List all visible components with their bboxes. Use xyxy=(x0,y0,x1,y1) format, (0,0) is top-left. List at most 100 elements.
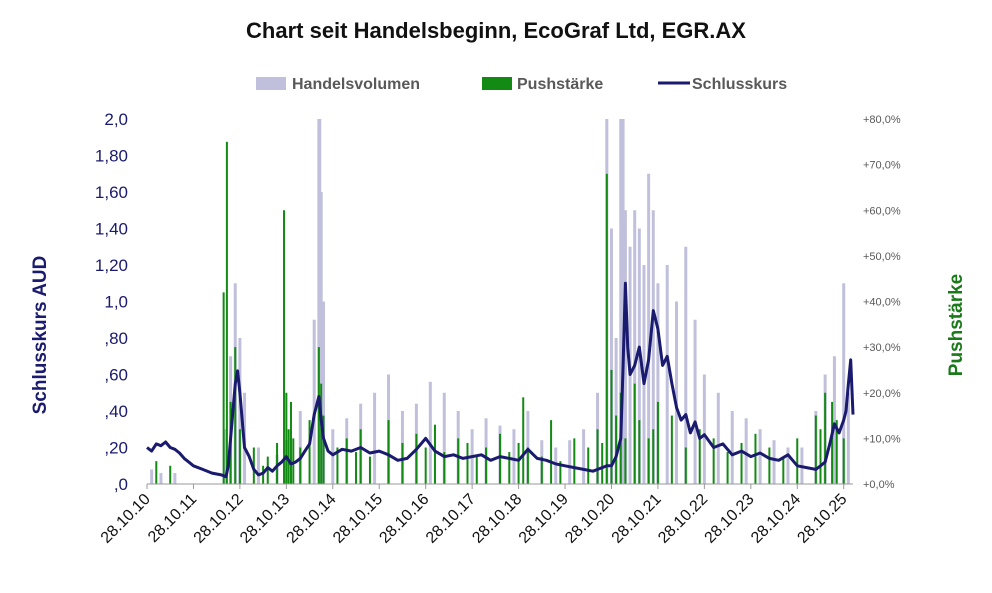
volume-bar xyxy=(609,228,613,484)
push-bar xyxy=(424,447,427,484)
push-bar xyxy=(768,447,771,484)
y-tick-label-left: 1,20 xyxy=(95,256,128,275)
legend-label-handelsvolumen: Handelsvolumen xyxy=(292,76,420,93)
volume-bar xyxy=(568,440,572,484)
push-bar xyxy=(499,433,501,484)
push-bar xyxy=(526,447,529,484)
push-bar xyxy=(605,173,608,484)
y-axis-label-right: Pushstärke xyxy=(946,274,967,376)
volume-bar xyxy=(665,265,669,484)
push-bar xyxy=(359,429,362,484)
volume-bar xyxy=(786,447,790,484)
x-tick-label: 28.10.19 xyxy=(516,491,572,547)
push-bar xyxy=(322,415,325,484)
x-tick-label: 28.10.23 xyxy=(702,491,758,547)
volume-series xyxy=(150,119,850,484)
y-tick-label-left: 2,0 xyxy=(104,110,128,129)
x-tick-label: 28.10.14 xyxy=(284,491,340,547)
volume-bar xyxy=(693,319,697,484)
volume-bar xyxy=(159,473,163,484)
x-tick-label: 28.10.11 xyxy=(145,491,200,546)
x-tick-label: 28.10.12 xyxy=(191,491,247,547)
push-bar xyxy=(824,392,827,484)
volume-bar xyxy=(621,119,625,484)
volume-bar xyxy=(744,418,748,484)
push-bar xyxy=(596,429,599,484)
volume-bar xyxy=(675,301,678,484)
volume-bar xyxy=(647,173,651,484)
push-bar xyxy=(559,461,562,484)
volume-bar xyxy=(846,392,850,484)
push-bar xyxy=(169,465,172,484)
push-bar xyxy=(222,292,225,484)
x-tick-label: 28.10.25 xyxy=(794,491,850,547)
push-bar xyxy=(320,383,323,484)
volume-bar xyxy=(651,210,655,484)
push-bar xyxy=(475,456,478,484)
push-bar xyxy=(387,420,390,484)
push-series xyxy=(155,141,845,484)
push-bar xyxy=(485,447,488,484)
push-bar xyxy=(289,401,292,484)
x-tick-label: 28.10.22 xyxy=(655,491,711,547)
push-bar xyxy=(234,347,237,484)
y-tick-label-left: 1,0 xyxy=(104,293,128,312)
volume-bar xyxy=(656,283,660,484)
volume-bar xyxy=(832,356,836,484)
push-bar xyxy=(466,442,469,484)
push-bar xyxy=(292,438,295,484)
volume-bar xyxy=(322,301,325,484)
volume-bar xyxy=(614,338,618,484)
push-bar xyxy=(540,456,543,484)
push-bar xyxy=(652,429,655,484)
x-tick-label: 28.10.21 xyxy=(609,491,665,547)
push-bar xyxy=(550,420,553,484)
push-bar xyxy=(656,401,659,484)
push-bar xyxy=(299,447,302,484)
push-bar xyxy=(670,415,673,484)
x-tick-label: 28.10.17 xyxy=(423,491,479,547)
push-bar xyxy=(712,438,715,484)
volume-bar xyxy=(442,392,446,484)
push-bar xyxy=(443,452,446,484)
push-bar xyxy=(610,369,613,484)
push-bar xyxy=(647,438,650,484)
push-bar xyxy=(782,456,785,484)
y-tick-label-right: +50,0% xyxy=(863,251,901,263)
push-bar xyxy=(336,447,339,484)
y-tick-label-left: 1,60 xyxy=(95,183,128,202)
y-tick-label-left: ,60 xyxy=(104,366,128,385)
legend: Handelsvolumen Pushstärke Schlusskurs xyxy=(256,76,787,93)
push-bar xyxy=(266,456,269,484)
push-bar xyxy=(796,438,799,484)
volume-bar xyxy=(702,374,706,484)
push-bar xyxy=(287,429,290,484)
push-bar xyxy=(225,141,228,484)
volume-bar xyxy=(331,429,335,484)
y-tick-label-right: +30,0% xyxy=(863,342,901,354)
volume-bar xyxy=(238,338,242,484)
legend-label-pushstaerke: Pushstärke xyxy=(517,76,603,93)
push-bar xyxy=(698,429,701,484)
push-bar xyxy=(285,392,288,484)
push-bar xyxy=(831,401,834,484)
volume-bar xyxy=(319,192,323,484)
push-bar xyxy=(155,461,158,484)
legend-swatch-handelsvolumen xyxy=(256,77,286,90)
push-bar xyxy=(368,456,371,484)
volume-bar xyxy=(173,473,177,484)
push-bar xyxy=(638,420,641,484)
push-bar xyxy=(276,442,279,484)
push-bar xyxy=(587,447,590,484)
y-tick-label-left: 1,80 xyxy=(95,147,128,166)
volume-bar xyxy=(373,392,377,484)
x-tick-label: 28.10.20 xyxy=(562,491,618,547)
push-bar xyxy=(835,420,838,484)
push-bar xyxy=(740,442,743,484)
close-price-line xyxy=(146,281,855,479)
push-bar xyxy=(345,438,348,484)
volume-bar xyxy=(554,447,558,484)
x-tick-label: 28.10.24 xyxy=(748,491,804,547)
y-tick-label-right: +40,0% xyxy=(863,297,901,309)
